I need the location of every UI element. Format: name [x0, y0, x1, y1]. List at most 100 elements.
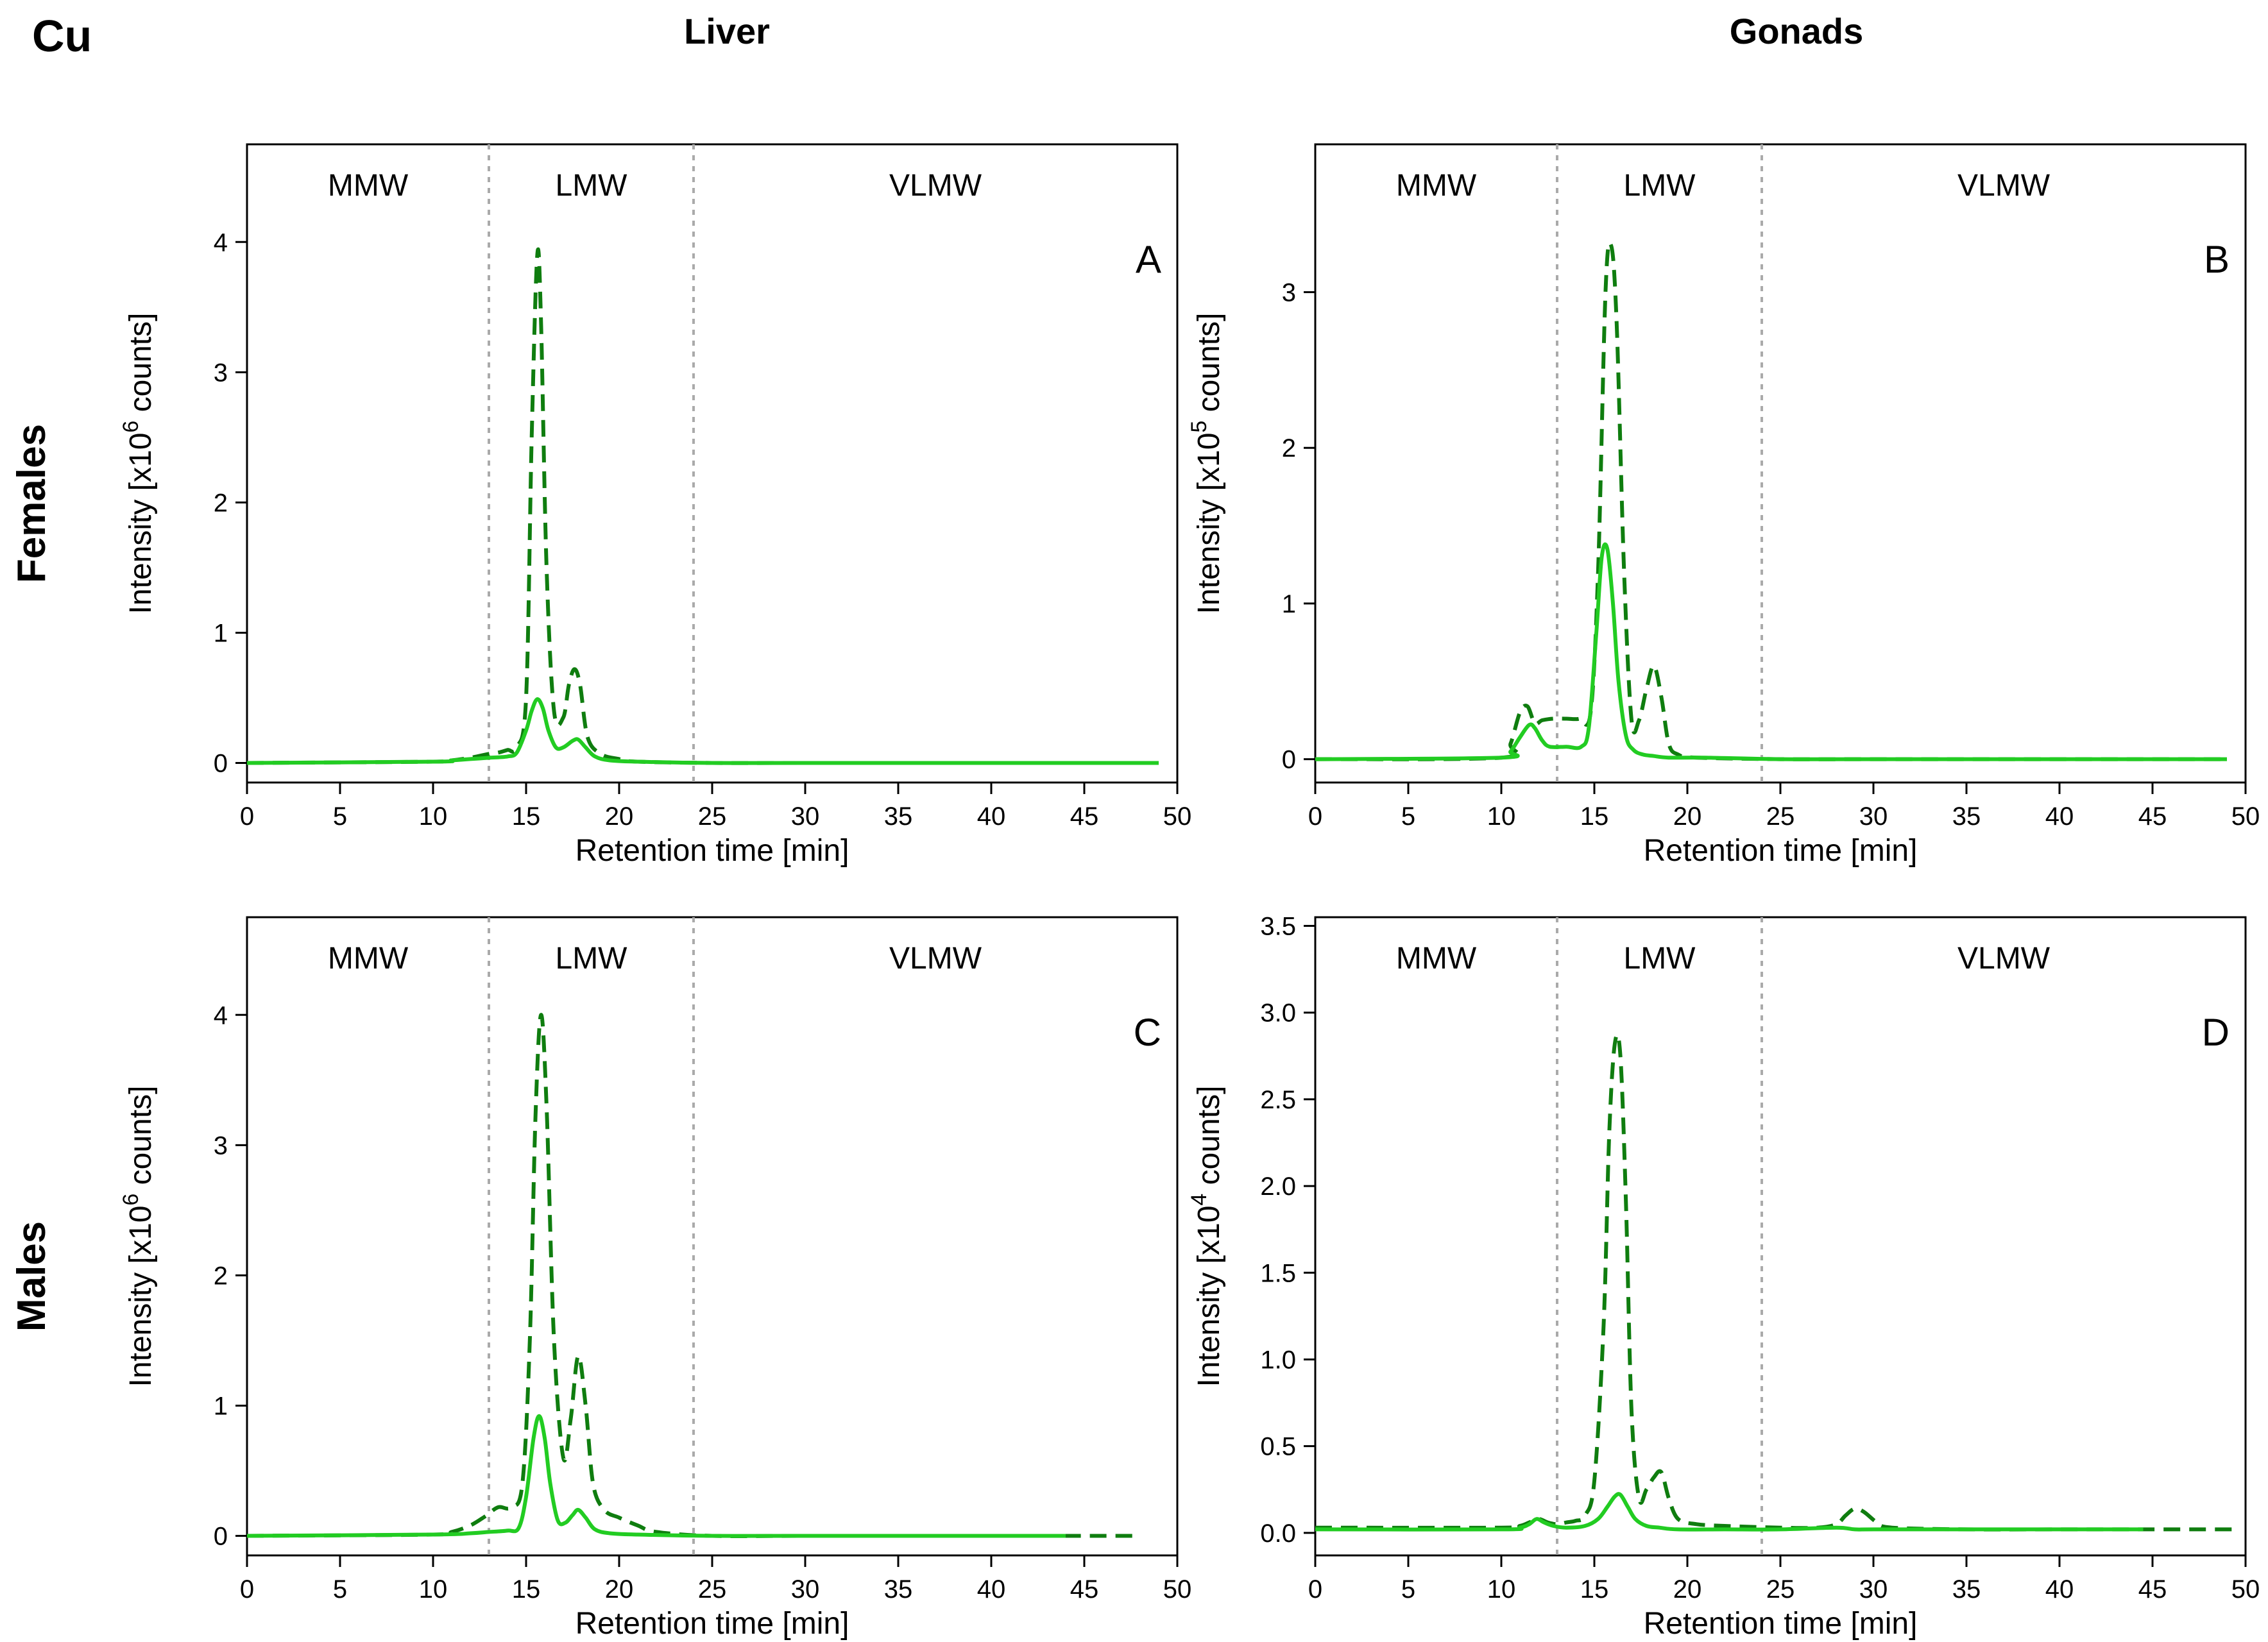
column-title-gonads: Gonads	[1730, 11, 1863, 51]
x-tick-label-c-15: 15	[512, 1575, 541, 1604]
x-tick-label-c-40: 40	[977, 1575, 1006, 1604]
y-axis-label-prefix-c: Intensity [x10	[124, 1206, 158, 1387]
x-tick-label-b-20: 20	[1673, 802, 1702, 831]
y-axis-label-b: Intensity [x105 counts]	[1187, 313, 1226, 614]
x-tick-label-b-0: 0	[1308, 802, 1322, 831]
panel-label-b: B	[2204, 238, 2230, 281]
x-tick-label-d-20: 20	[1673, 1575, 1702, 1604]
series-line-d-dashed	[1315, 1033, 2237, 1532]
y-tick-label-c-4: 4	[214, 1001, 228, 1029]
x-tick-label-d-5: 5	[1401, 1575, 1415, 1604]
x-tick-label-a-0: 0	[240, 802, 254, 831]
region-label-a-vlmw: VLMW	[889, 169, 982, 203]
x-tick-label-c-35: 35	[884, 1575, 913, 1604]
y-tick-label-c-0: 0	[214, 1523, 228, 1551]
panel-d: MMW LMW VLMW D 0 5 10 15 20 25 30 35 40 45 50 0.0 0.5 1.0…	[1187, 913, 2260, 1641]
series-line-a-solid	[246, 697, 1159, 765]
x-tick-label-b-25: 25	[1766, 802, 1795, 831]
plot-frame-d	[1314, 916, 2247, 1557]
region-label-b-lmw: LMW	[1624, 169, 1696, 203]
y-tick-label-a-2: 2	[214, 489, 228, 517]
panel-b: MMW LMW VLMW B 0 5 10 15 20 25 30 35 40 45 50 0 1 2 3 Reten…	[1187, 143, 2260, 868]
plot-frame-c	[246, 916, 1179, 1557]
y-axis-label-exponent-a: 6	[119, 421, 143, 433]
y-tick-label-b-2: 2	[1282, 434, 1296, 462]
x-tick-label-b-45: 45	[2138, 802, 2167, 831]
x-tick-label-a-15: 15	[512, 802, 541, 831]
region-label-b-mmw: MMW	[1396, 169, 1477, 203]
region-label-a-mmw: MMW	[328, 169, 409, 203]
row-title-females: Females	[10, 424, 54, 583]
x-tick-label-c-30: 30	[791, 1575, 820, 1604]
panel-label-a: A	[1136, 238, 1161, 281]
x-tick-label-d-15: 15	[1580, 1575, 1609, 1604]
y-tick-label-c-1: 1	[214, 1392, 228, 1420]
x-tick-label-b-30: 30	[1859, 802, 1888, 831]
x-tick-label-d-30: 30	[1859, 1575, 1888, 1604]
y-axis-label-suffix-c: counts]	[124, 1086, 158, 1194]
plot-frame-b	[1314, 143, 2247, 784]
x-tick-label-d-25: 25	[1766, 1575, 1795, 1604]
panel-a: MMW LMW VLMW A 0 5 10 15 20 25 30 35 40 45 50 0 1 2 3 4 Rete…	[119, 143, 1192, 868]
y-tick-label-a-4: 4	[214, 228, 228, 257]
element-label: Cu	[32, 11, 92, 61]
y-axis-label-exponent-b: 5	[1187, 421, 1211, 433]
y-tick-label-d-1.5: 1.5	[1260, 1259, 1296, 1287]
y-tick-label-d-2.0: 2.0	[1260, 1172, 1296, 1201]
y-axis-label-a: Intensity [x106 counts]	[119, 313, 158, 614]
region-label-a-lmw: LMW	[556, 169, 628, 203]
x-tick-label-a-35: 35	[884, 802, 913, 831]
column-title-liver: Liver	[684, 11, 770, 51]
y-tick-label-b-1: 1	[1282, 590, 1296, 618]
region-label-b-vlmw: VLMW	[1957, 169, 2051, 203]
x-tick-label-b-5: 5	[1401, 802, 1415, 831]
y-axis-label-suffix-d: counts]	[1192, 1086, 1226, 1194]
x-tick-label-b-50: 50	[2231, 802, 2260, 831]
x-axis-label-b: Retention time [min]	[1644, 834, 1918, 868]
y-axis-label-c: Intensity [x106 counts]	[119, 1086, 158, 1387]
x-tick-label-d-50: 50	[2231, 1575, 2260, 1604]
series-line-b-solid	[1315, 542, 2227, 761]
x-tick-label-c-20: 20	[605, 1575, 634, 1604]
y-tick-label-a-0: 0	[214, 750, 228, 778]
x-tick-label-d-35: 35	[1952, 1575, 1981, 1604]
x-tick-label-a-40: 40	[977, 802, 1006, 831]
panel-label-d: D	[2202, 1011, 2230, 1054]
region-label-c-lmw: LMW	[556, 942, 628, 976]
y-tick-label-d-0.5: 0.5	[1260, 1433, 1296, 1461]
x-axis-label-c: Retention time [min]	[576, 1607, 849, 1641]
y-tick-label-b-3: 3	[1282, 279, 1296, 307]
region-label-c-mmw: MMW	[328, 942, 409, 976]
panel-label-c: C	[1134, 1011, 1161, 1054]
x-tick-label-a-20: 20	[605, 802, 634, 831]
panel-c: MMW LMW VLMW C 0 5 10 15 20 25 30 35 40 45 50 0 1 2 3 4 Rete…	[119, 916, 1192, 1641]
x-tick-label-d-10: 10	[1487, 1575, 1516, 1604]
y-axis-label-suffix-b: counts]	[1192, 313, 1226, 421]
x-tick-label-a-30: 30	[791, 802, 820, 831]
x-tick-label-a-5: 5	[333, 802, 347, 831]
series-line-d-solid	[1315, 1492, 2144, 1532]
x-axis-label-a: Retention time [min]	[576, 834, 849, 868]
y-axis-label-prefix-a: Intensity [x10	[124, 433, 158, 614]
x-tick-label-c-0: 0	[240, 1575, 254, 1604]
y-tick-label-d-0.0: 0.0	[1260, 1519, 1296, 1548]
x-tick-label-c-50: 50	[1163, 1575, 1192, 1604]
x-tick-label-b-15: 15	[1580, 802, 1609, 831]
x-tick-label-c-25: 25	[698, 1575, 727, 1604]
y-tick-label-d-1.0: 1.0	[1260, 1346, 1296, 1374]
region-label-d-lmw: LMW	[1624, 942, 1696, 976]
region-label-d-mmw: MMW	[1396, 942, 1477, 976]
x-tick-label-a-25: 25	[698, 802, 727, 831]
y-tick-label-a-1: 1	[214, 619, 228, 647]
x-tick-label-a-50: 50	[1163, 802, 1192, 831]
series-line-b-dashed	[1315, 241, 2227, 761]
y-tick-label-d-3.0: 3.0	[1260, 999, 1296, 1028]
y-axis-label-suffix-a: counts]	[124, 313, 158, 421]
x-tick-label-b-40: 40	[2045, 802, 2074, 831]
x-tick-label-d-0: 0	[1308, 1575, 1322, 1604]
x-axis-label-d: Retention time [min]	[1644, 1607, 1918, 1641]
y-tick-label-a-3: 3	[214, 359, 228, 387]
x-tick-label-c-5: 5	[333, 1575, 347, 1604]
row-title-males: Males	[10, 1221, 54, 1332]
